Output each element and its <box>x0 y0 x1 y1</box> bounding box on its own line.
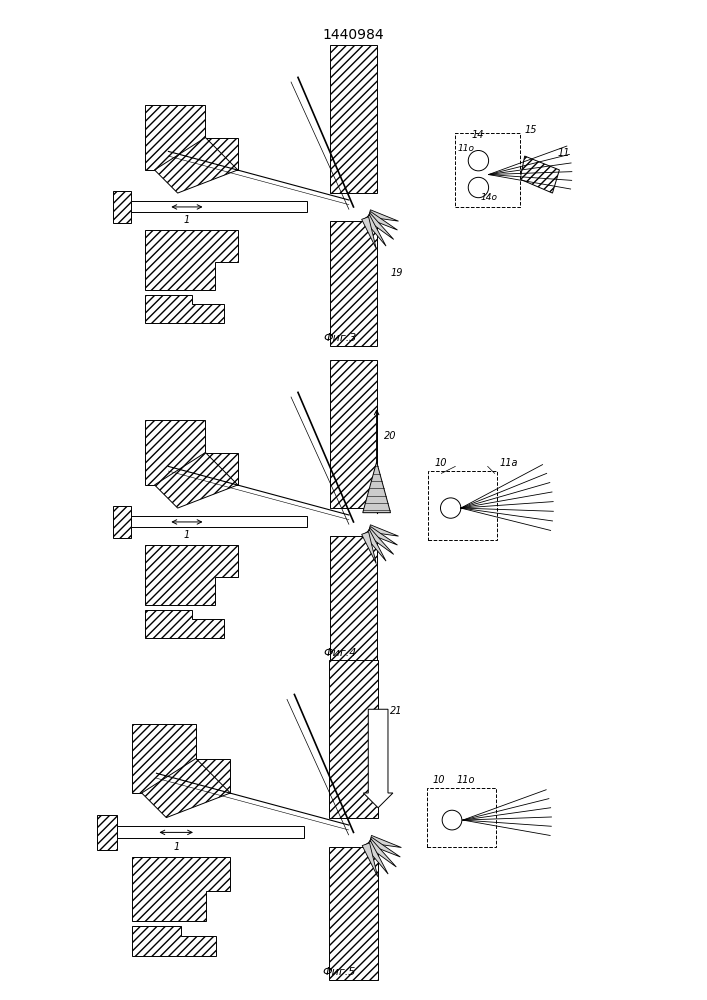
Text: Фиг.4: Фиг.4 <box>323 648 356 658</box>
Polygon shape <box>132 201 308 212</box>
Polygon shape <box>520 156 559 193</box>
Text: 11: 11 <box>557 148 570 158</box>
Polygon shape <box>146 295 224 323</box>
Polygon shape <box>155 453 238 508</box>
Text: 1: 1 <box>184 215 190 225</box>
Text: 1: 1 <box>173 842 180 852</box>
Bar <box>455 133 520 207</box>
Polygon shape <box>113 506 132 538</box>
Text: 1440984: 1440984 <box>322 28 385 42</box>
Polygon shape <box>132 516 308 527</box>
Text: Фиг.5: Фиг.5 <box>322 967 356 977</box>
Polygon shape <box>368 210 399 221</box>
Polygon shape <box>146 545 238 605</box>
Polygon shape <box>117 826 304 838</box>
Text: Фиг.3: Фиг.3 <box>323 333 356 343</box>
Polygon shape <box>330 45 377 193</box>
Text: 19: 19 <box>390 268 403 278</box>
Text: 20: 20 <box>384 431 396 441</box>
Bar <box>428 471 497 540</box>
Polygon shape <box>364 841 388 874</box>
Polygon shape <box>329 660 378 818</box>
Text: 11о: 11о <box>457 775 475 785</box>
Polygon shape <box>363 215 386 246</box>
Polygon shape <box>363 530 386 561</box>
Bar <box>427 788 496 847</box>
Polygon shape <box>132 857 230 921</box>
Polygon shape <box>330 536 377 661</box>
Text: 14о: 14о <box>481 193 498 202</box>
Polygon shape <box>363 709 393 808</box>
Polygon shape <box>132 724 230 793</box>
Polygon shape <box>146 610 224 638</box>
Polygon shape <box>141 759 230 818</box>
Polygon shape <box>146 105 238 170</box>
Text: 14: 14 <box>472 130 484 140</box>
Polygon shape <box>146 230 238 290</box>
Polygon shape <box>368 525 399 536</box>
Text: 15: 15 <box>525 125 537 135</box>
Polygon shape <box>366 528 394 554</box>
Text: 21: 21 <box>390 706 403 716</box>
Polygon shape <box>329 847 378 980</box>
Polygon shape <box>362 532 376 564</box>
Polygon shape <box>367 527 397 545</box>
Text: 10: 10 <box>435 458 447 468</box>
Text: 1: 1 <box>184 530 190 540</box>
Polygon shape <box>366 213 394 239</box>
Polygon shape <box>146 420 238 485</box>
Polygon shape <box>370 835 402 848</box>
Polygon shape <box>362 843 378 877</box>
Text: 11а: 11а <box>499 458 518 468</box>
Text: 10: 10 <box>432 775 445 785</box>
Polygon shape <box>366 839 397 867</box>
Polygon shape <box>363 462 390 513</box>
Polygon shape <box>330 360 377 508</box>
Polygon shape <box>368 837 400 857</box>
Polygon shape <box>362 217 376 249</box>
Polygon shape <box>330 221 377 346</box>
Polygon shape <box>155 138 238 193</box>
Polygon shape <box>367 212 397 230</box>
Polygon shape <box>132 926 216 956</box>
Polygon shape <box>113 191 132 223</box>
Polygon shape <box>98 815 117 850</box>
Text: 11о: 11о <box>457 144 474 153</box>
